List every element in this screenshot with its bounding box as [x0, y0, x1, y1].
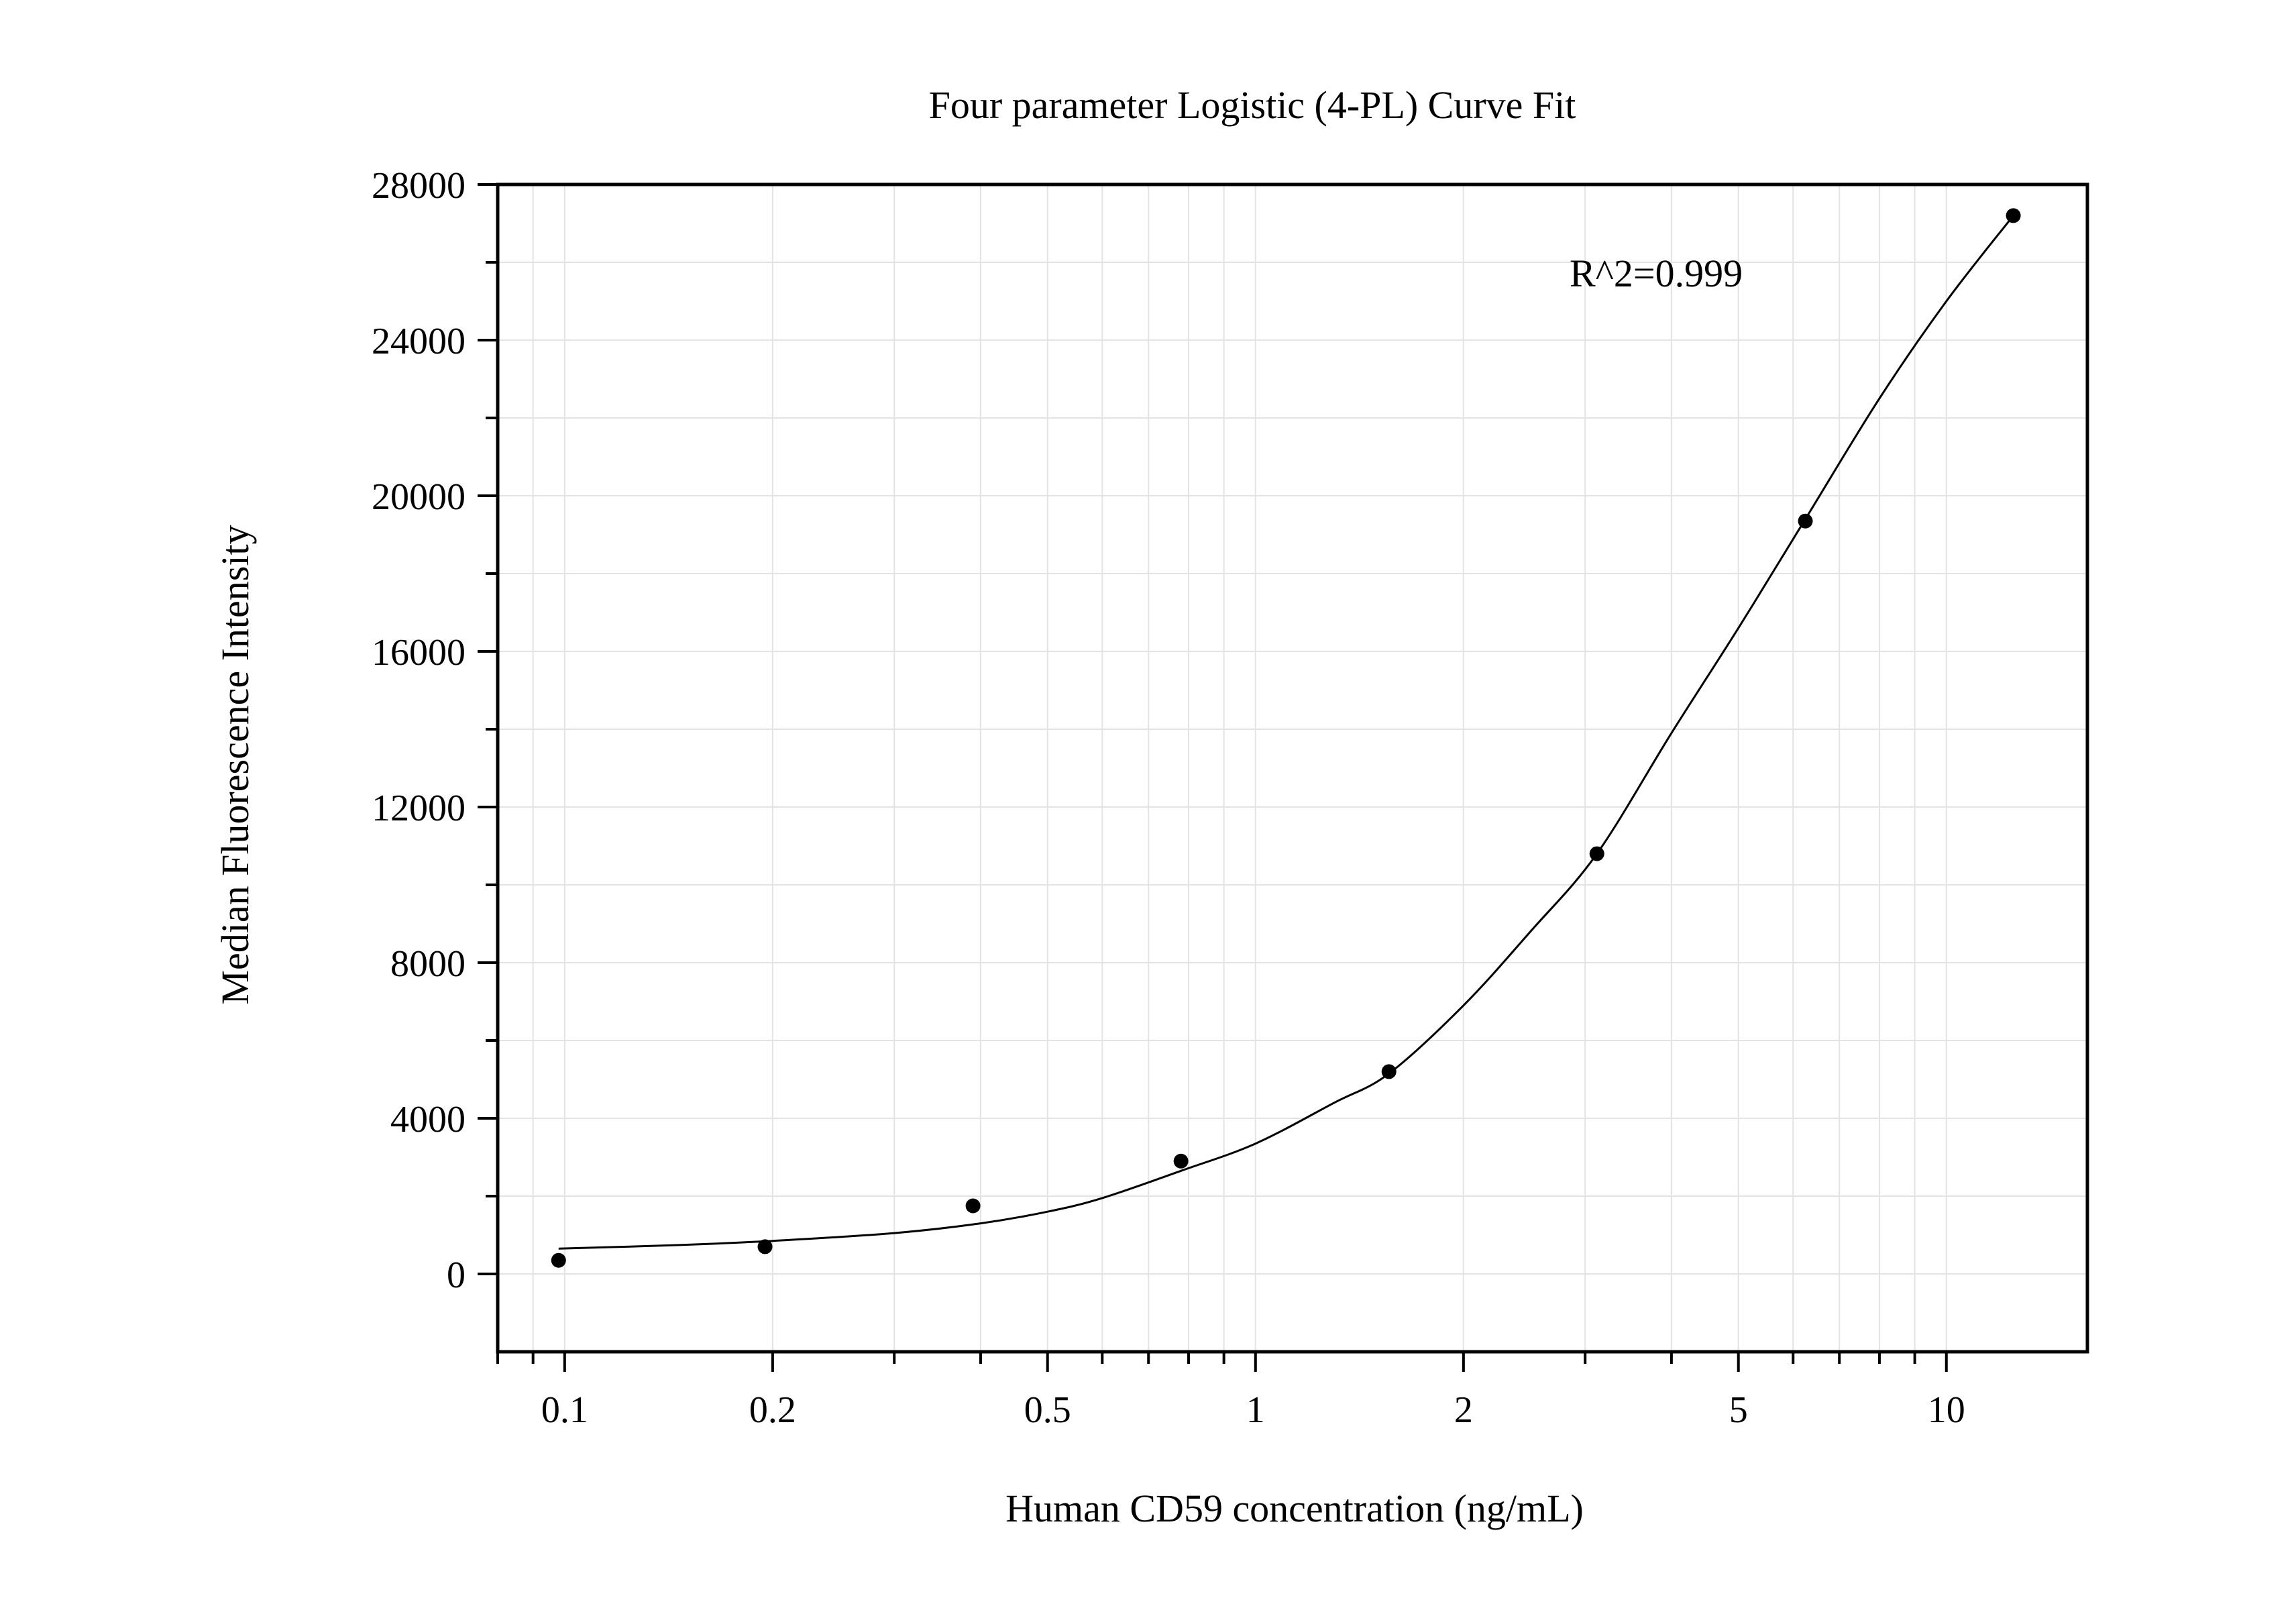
y-tick-label: 20000 [372, 476, 466, 518]
y-tick-label: 4000 [390, 1099, 466, 1140]
grid [497, 184, 2087, 1352]
data-point [1798, 513, 1813, 529]
x-axis-label: Human CD59 concentration (ng/mL) [1005, 1487, 1584, 1530]
data-point [757, 1239, 773, 1254]
plot-frame [496, 182, 2089, 1354]
x-tick-label: 1 [1246, 1389, 1265, 1431]
y-tick-label: 24000 [372, 321, 466, 362]
fit-curve-line [558, 215, 2014, 1250]
data-point [965, 1198, 981, 1214]
data-point [1381, 1064, 1397, 1079]
x-tick-label: 0.5 [1024, 1389, 1071, 1431]
y-tick-label: 0 [447, 1254, 466, 1296]
y-tick-label: 12000 [372, 788, 466, 829]
y-tick-label: 16000 [372, 632, 466, 674]
data-point [1173, 1153, 1189, 1169]
data-point [1589, 846, 1604, 861]
x-tick-label: 2 [1454, 1389, 1473, 1431]
y-tick-label: 8000 [390, 943, 466, 985]
data-point [551, 1252, 566, 1268]
r-squared-annotation: R^2=0.999 [1570, 252, 1743, 295]
x-tick-label: 0.2 [749, 1389, 796, 1431]
chart-title: Four parameter Logistic (4-PL) Curve Fit [929, 83, 1576, 127]
fit-curve-layer [558, 215, 2014, 1250]
data-points [551, 208, 2021, 1268]
y-axis-label: Median Fluorescence Intensity [213, 525, 257, 1004]
axis-ticks: 0 4000 8000 12000 16000 20000 24000 28000 0.1 0.2… [372, 165, 1965, 1431]
x-tick-label: 10 [1928, 1389, 1965, 1431]
data-point [2006, 208, 2021, 223]
x-tick-label: 0.1 [541, 1389, 588, 1431]
y-tick-label: 28000 [372, 165, 466, 207]
x-tick-label: 5 [1729, 1389, 1748, 1431]
